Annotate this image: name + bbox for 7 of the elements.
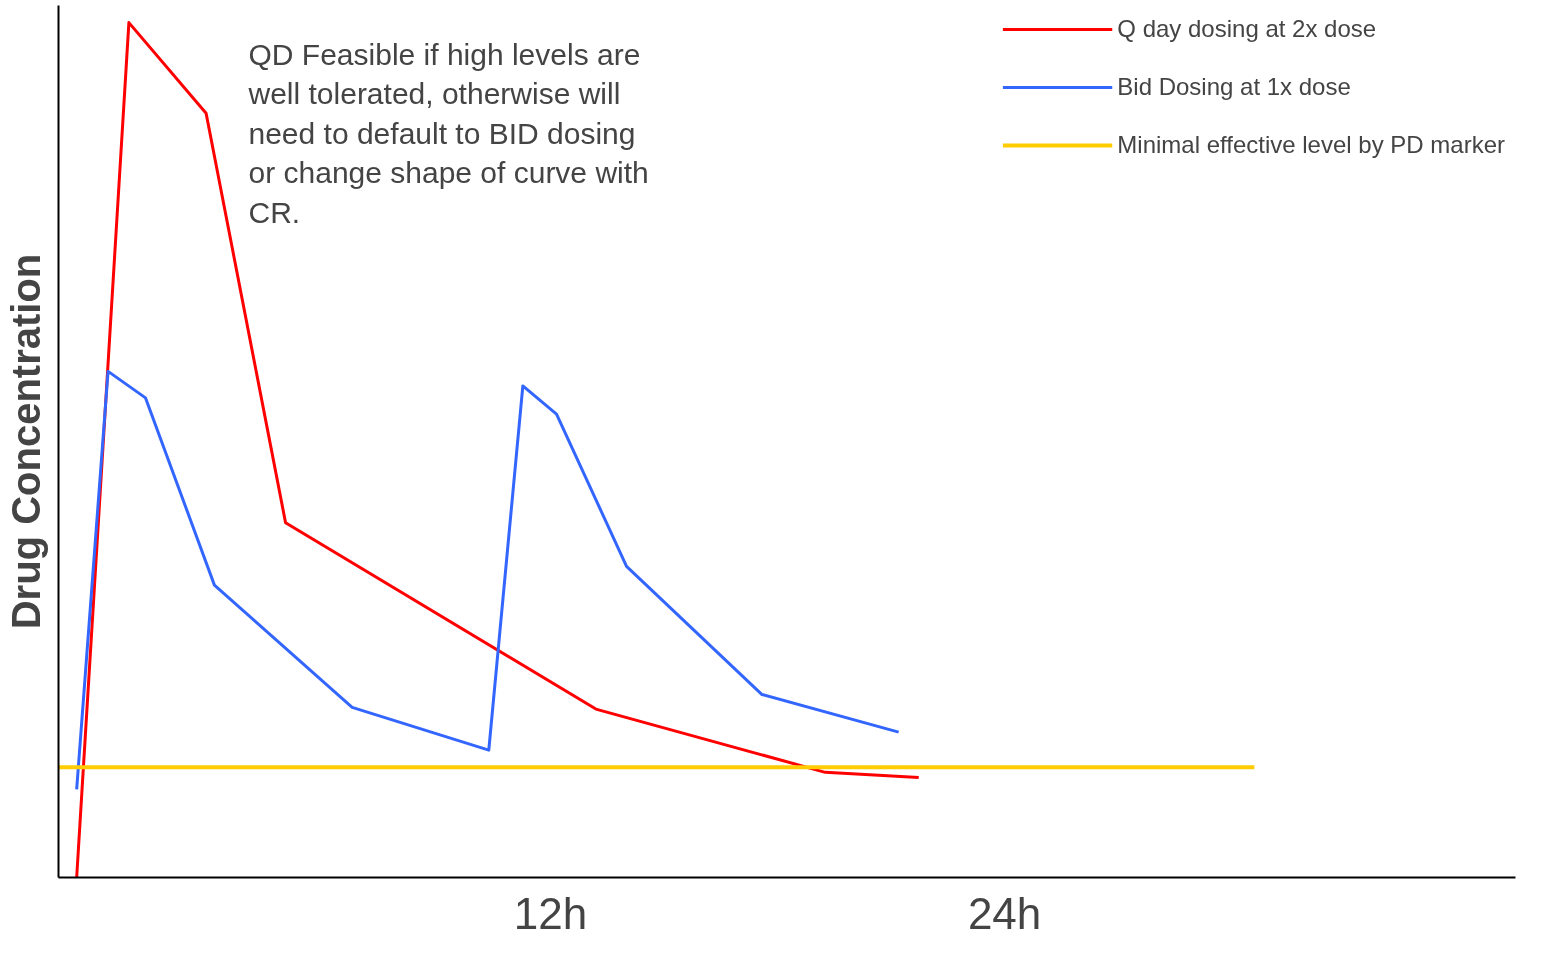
x-tick-label: 12h	[513, 888, 588, 938]
legend-label: Minimal effective level by PD marker	[1117, 131, 1505, 159]
annotation: QD Feasible if high levels are well tolerated, otherwise will need to default to BID dosing or change shape of curve with CR.	[247, 37, 649, 229]
y-axis-title: Drug Concentration	[3, 253, 48, 630]
legend-label: Bid Dosing at 1x dose	[1117, 73, 1351, 101]
x-tick-label: 24h	[967, 888, 1042, 938]
legend-label: Q day dosing at 2x dose	[1117, 15, 1377, 43]
